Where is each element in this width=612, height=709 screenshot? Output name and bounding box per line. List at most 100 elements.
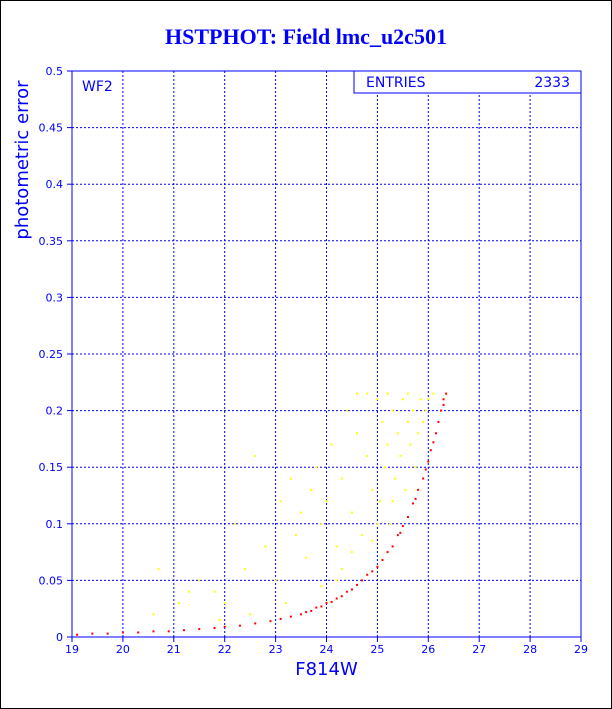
y-tick-label: 0.5 (46, 65, 64, 78)
x-tick-label: 20 (116, 643, 130, 656)
data-point (167, 630, 170, 633)
data-point (233, 522, 236, 525)
data-point (320, 605, 323, 608)
data-point (414, 466, 417, 469)
data-point (157, 568, 160, 571)
data-point (376, 565, 379, 568)
data-point (320, 585, 323, 588)
data-point (417, 432, 420, 435)
data-point (335, 545, 338, 548)
data-point (279, 500, 282, 503)
data-point (396, 534, 399, 537)
grid-lines (72, 71, 581, 637)
x-tick-label: 25 (370, 643, 384, 656)
x-tick-label: 19 (65, 643, 79, 656)
data-point (315, 606, 318, 609)
stats-box (353, 70, 582, 94)
data-point (254, 622, 257, 625)
data-point (213, 626, 216, 629)
data-point (223, 625, 226, 628)
data-point (249, 613, 252, 616)
data-point (406, 516, 409, 519)
data-point (340, 568, 343, 571)
data-point (91, 632, 94, 635)
data-point (218, 619, 221, 622)
x-tick-label: 22 (218, 643, 232, 656)
data-point (381, 420, 384, 423)
data-point (422, 477, 425, 480)
data-point (340, 477, 343, 480)
data-point (213, 590, 216, 593)
data-point (417, 488, 420, 491)
data-point (177, 602, 180, 605)
y-tick-label: 0.4 (46, 178, 64, 191)
data-point (238, 624, 241, 627)
y-tick-label: 0.45 (39, 122, 64, 135)
data-point (422, 420, 425, 423)
data-point (424, 409, 427, 412)
data-point (188, 590, 191, 593)
data-point (386, 443, 389, 446)
data-point (198, 628, 201, 631)
stats-entries-label: ENTRIES (366, 75, 426, 91)
data-point (391, 409, 394, 412)
data-point (412, 409, 415, 412)
data-point (412, 502, 415, 505)
data-point (371, 488, 374, 491)
data-point (404, 488, 407, 491)
data-points (76, 392, 448, 636)
data-point (289, 615, 292, 618)
data-point (340, 595, 343, 598)
x-tick-label: 23 (269, 643, 283, 656)
data-point (300, 613, 303, 616)
data-point (376, 522, 379, 525)
data-point (391, 500, 394, 503)
data-point (366, 454, 369, 457)
data-point (445, 392, 448, 395)
data-point (371, 539, 374, 542)
x-axis-label: F814W (295, 659, 358, 680)
data-point (432, 392, 435, 395)
data-point (432, 441, 435, 444)
data-point (182, 629, 185, 632)
data-point (137, 631, 140, 634)
y-tick-label: 0.1 (46, 518, 64, 531)
y-tick-label: 0.25 (39, 348, 64, 361)
data-point (106, 632, 109, 635)
data-point (406, 392, 409, 395)
data-point (394, 477, 397, 480)
data-point (371, 570, 374, 573)
data-point (386, 392, 389, 395)
data-point (294, 534, 297, 537)
data-point (442, 398, 445, 401)
data-point (330, 600, 333, 603)
y-axis-label: photometric error (12, 80, 33, 240)
data-point (399, 454, 402, 457)
data-point (279, 617, 282, 620)
data-point (310, 609, 313, 612)
data-point (350, 588, 353, 591)
data-point (300, 511, 303, 514)
data-point (429, 449, 432, 452)
data-point (356, 583, 359, 586)
data-point (320, 522, 323, 525)
data-point (315, 466, 318, 469)
data-point (310, 488, 313, 491)
data-point (198, 579, 201, 582)
data-point (437, 420, 440, 423)
data-point (345, 590, 348, 593)
data-point (378, 500, 381, 503)
data-point (361, 579, 364, 582)
data-point (121, 631, 124, 634)
data-point (325, 500, 328, 503)
data-point (350, 551, 353, 554)
data-point (389, 522, 392, 525)
data-point (440, 409, 443, 412)
y-tick-label: 0.35 (39, 235, 64, 248)
data-point (427, 460, 430, 463)
data-point (381, 559, 384, 562)
data-point (274, 579, 277, 582)
data-point (350, 511, 353, 514)
data-point (284, 602, 287, 605)
